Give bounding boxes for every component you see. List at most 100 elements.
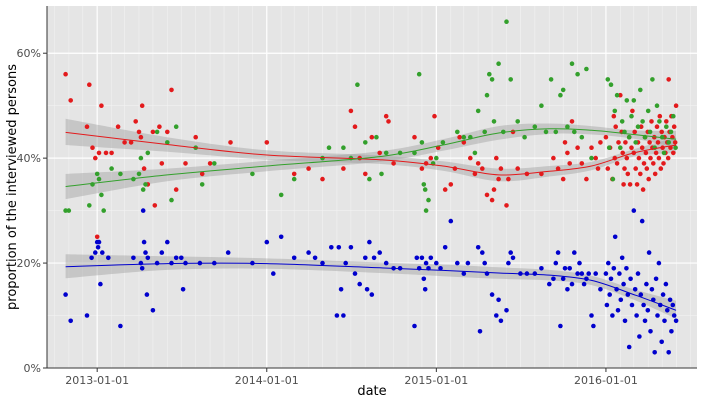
series-2-point	[143, 250, 148, 255]
series-2-point	[465, 260, 471, 266]
series-0-point	[630, 108, 635, 114]
series-1-point	[654, 103, 660, 108]
series-1-point	[422, 187, 428, 192]
series-0-point	[157, 124, 162, 129]
series-1-point	[99, 192, 104, 198]
series-0-point	[551, 155, 556, 161]
series-2-point	[671, 313, 677, 318]
series-0-point	[627, 182, 633, 187]
series-0-point	[475, 161, 481, 166]
series-0-point	[99, 103, 104, 108]
series-1-point	[341, 145, 346, 150]
series-2-point	[480, 250, 485, 255]
series-0-point	[103, 150, 109, 156]
series-0-point	[128, 140, 134, 145]
series-2-point	[615, 308, 621, 313]
series-1-point	[661, 150, 667, 156]
series-2-point	[496, 297, 501, 303]
series-0-point	[199, 171, 205, 177]
series-2-point	[632, 287, 638, 292]
series-1-point	[560, 87, 566, 93]
series-2-point	[369, 292, 375, 297]
series-0-point	[567, 161, 572, 166]
plot-panel	[47, 6, 697, 368]
series-2-point	[645, 308, 651, 313]
series-2-point	[414, 255, 420, 261]
series-1-point	[455, 129, 460, 135]
series-2-point	[348, 245, 354, 250]
series-1-point	[363, 140, 368, 145]
series-1-point	[629, 113, 634, 119]
series-2-point	[670, 302, 676, 308]
series-0-point	[658, 166, 664, 171]
series-0-point	[93, 155, 98, 161]
series-2-point	[626, 344, 632, 350]
series-1-point	[118, 171, 123, 177]
series-0-point	[618, 92, 623, 98]
series-0-point	[622, 166, 627, 171]
series-1-point	[640, 119, 645, 124]
series-2-point	[621, 281, 626, 287]
series-0-point	[377, 150, 383, 156]
series-1-point	[143, 182, 148, 187]
series-0-point	[671, 124, 677, 129]
series-0-point	[664, 119, 669, 124]
series-0-point	[341, 166, 346, 171]
series-2-point	[575, 271, 580, 276]
series-1-point	[608, 82, 614, 87]
series-0-point	[673, 103, 679, 108]
series-2-point	[558, 323, 563, 329]
series-1-point	[610, 176, 616, 182]
series-1-point	[635, 124, 641, 129]
series-0-point	[603, 134, 609, 140]
series-2-point	[334, 313, 340, 318]
series-2-point	[291, 255, 297, 261]
series-0-confidence-band	[65, 118, 677, 182]
series-0-point	[657, 113, 663, 119]
series-2-point	[377, 250, 383, 255]
series-1-point	[326, 145, 332, 150]
series-1-point	[367, 176, 372, 182]
series-1-point	[650, 77, 655, 82]
y-tick-label: 0%	[24, 362, 41, 375]
series-2-point	[423, 260, 429, 266]
series-1-point	[671, 113, 676, 119]
series-1-point	[101, 208, 106, 213]
axes: 2013-01-01 2014-01-01 2015-01-01 2016-01-01…	[17, 6, 697, 387]
series-2-confidence-band	[65, 254, 677, 319]
series-0-point	[291, 171, 297, 177]
series-1-point	[508, 77, 513, 82]
x-tick-label: 2015-01-01	[404, 374, 468, 387]
series-0-point	[369, 134, 375, 140]
series-0-point	[432, 113, 437, 119]
series-2-point	[598, 287, 603, 292]
series-2-point	[320, 260, 325, 266]
series-1-point	[605, 77, 611, 82]
series-2-point	[150, 308, 156, 313]
series-0-point	[641, 161, 647, 166]
series-2-point	[618, 297, 624, 303]
series-1-point	[638, 87, 643, 93]
series-0-point	[383, 113, 389, 119]
series-2-point	[352, 271, 358, 276]
series-2-point	[572, 250, 577, 255]
series-2-point	[603, 271, 609, 276]
series-0-point	[632, 129, 637, 135]
series-2-point	[642, 318, 648, 324]
series-0-point	[386, 119, 391, 124]
series-2-point	[448, 218, 454, 224]
series-2-point	[179, 255, 184, 261]
series-1-point	[579, 134, 585, 140]
series-1-confidence-band	[65, 123, 677, 200]
series-0-point	[122, 140, 127, 145]
series-2-point	[482, 260, 488, 266]
series-1-point	[434, 155, 439, 161]
series-2-point	[95, 245, 101, 250]
series-1-point	[278, 192, 284, 198]
series-2-point	[539, 266, 544, 271]
series-1-point	[539, 103, 544, 108]
series-0-point	[671, 150, 676, 156]
x-tick-label: 2013-01-01	[65, 374, 129, 387]
y-tick-label: 40%	[17, 152, 41, 165]
series-2-point	[662, 318, 667, 324]
